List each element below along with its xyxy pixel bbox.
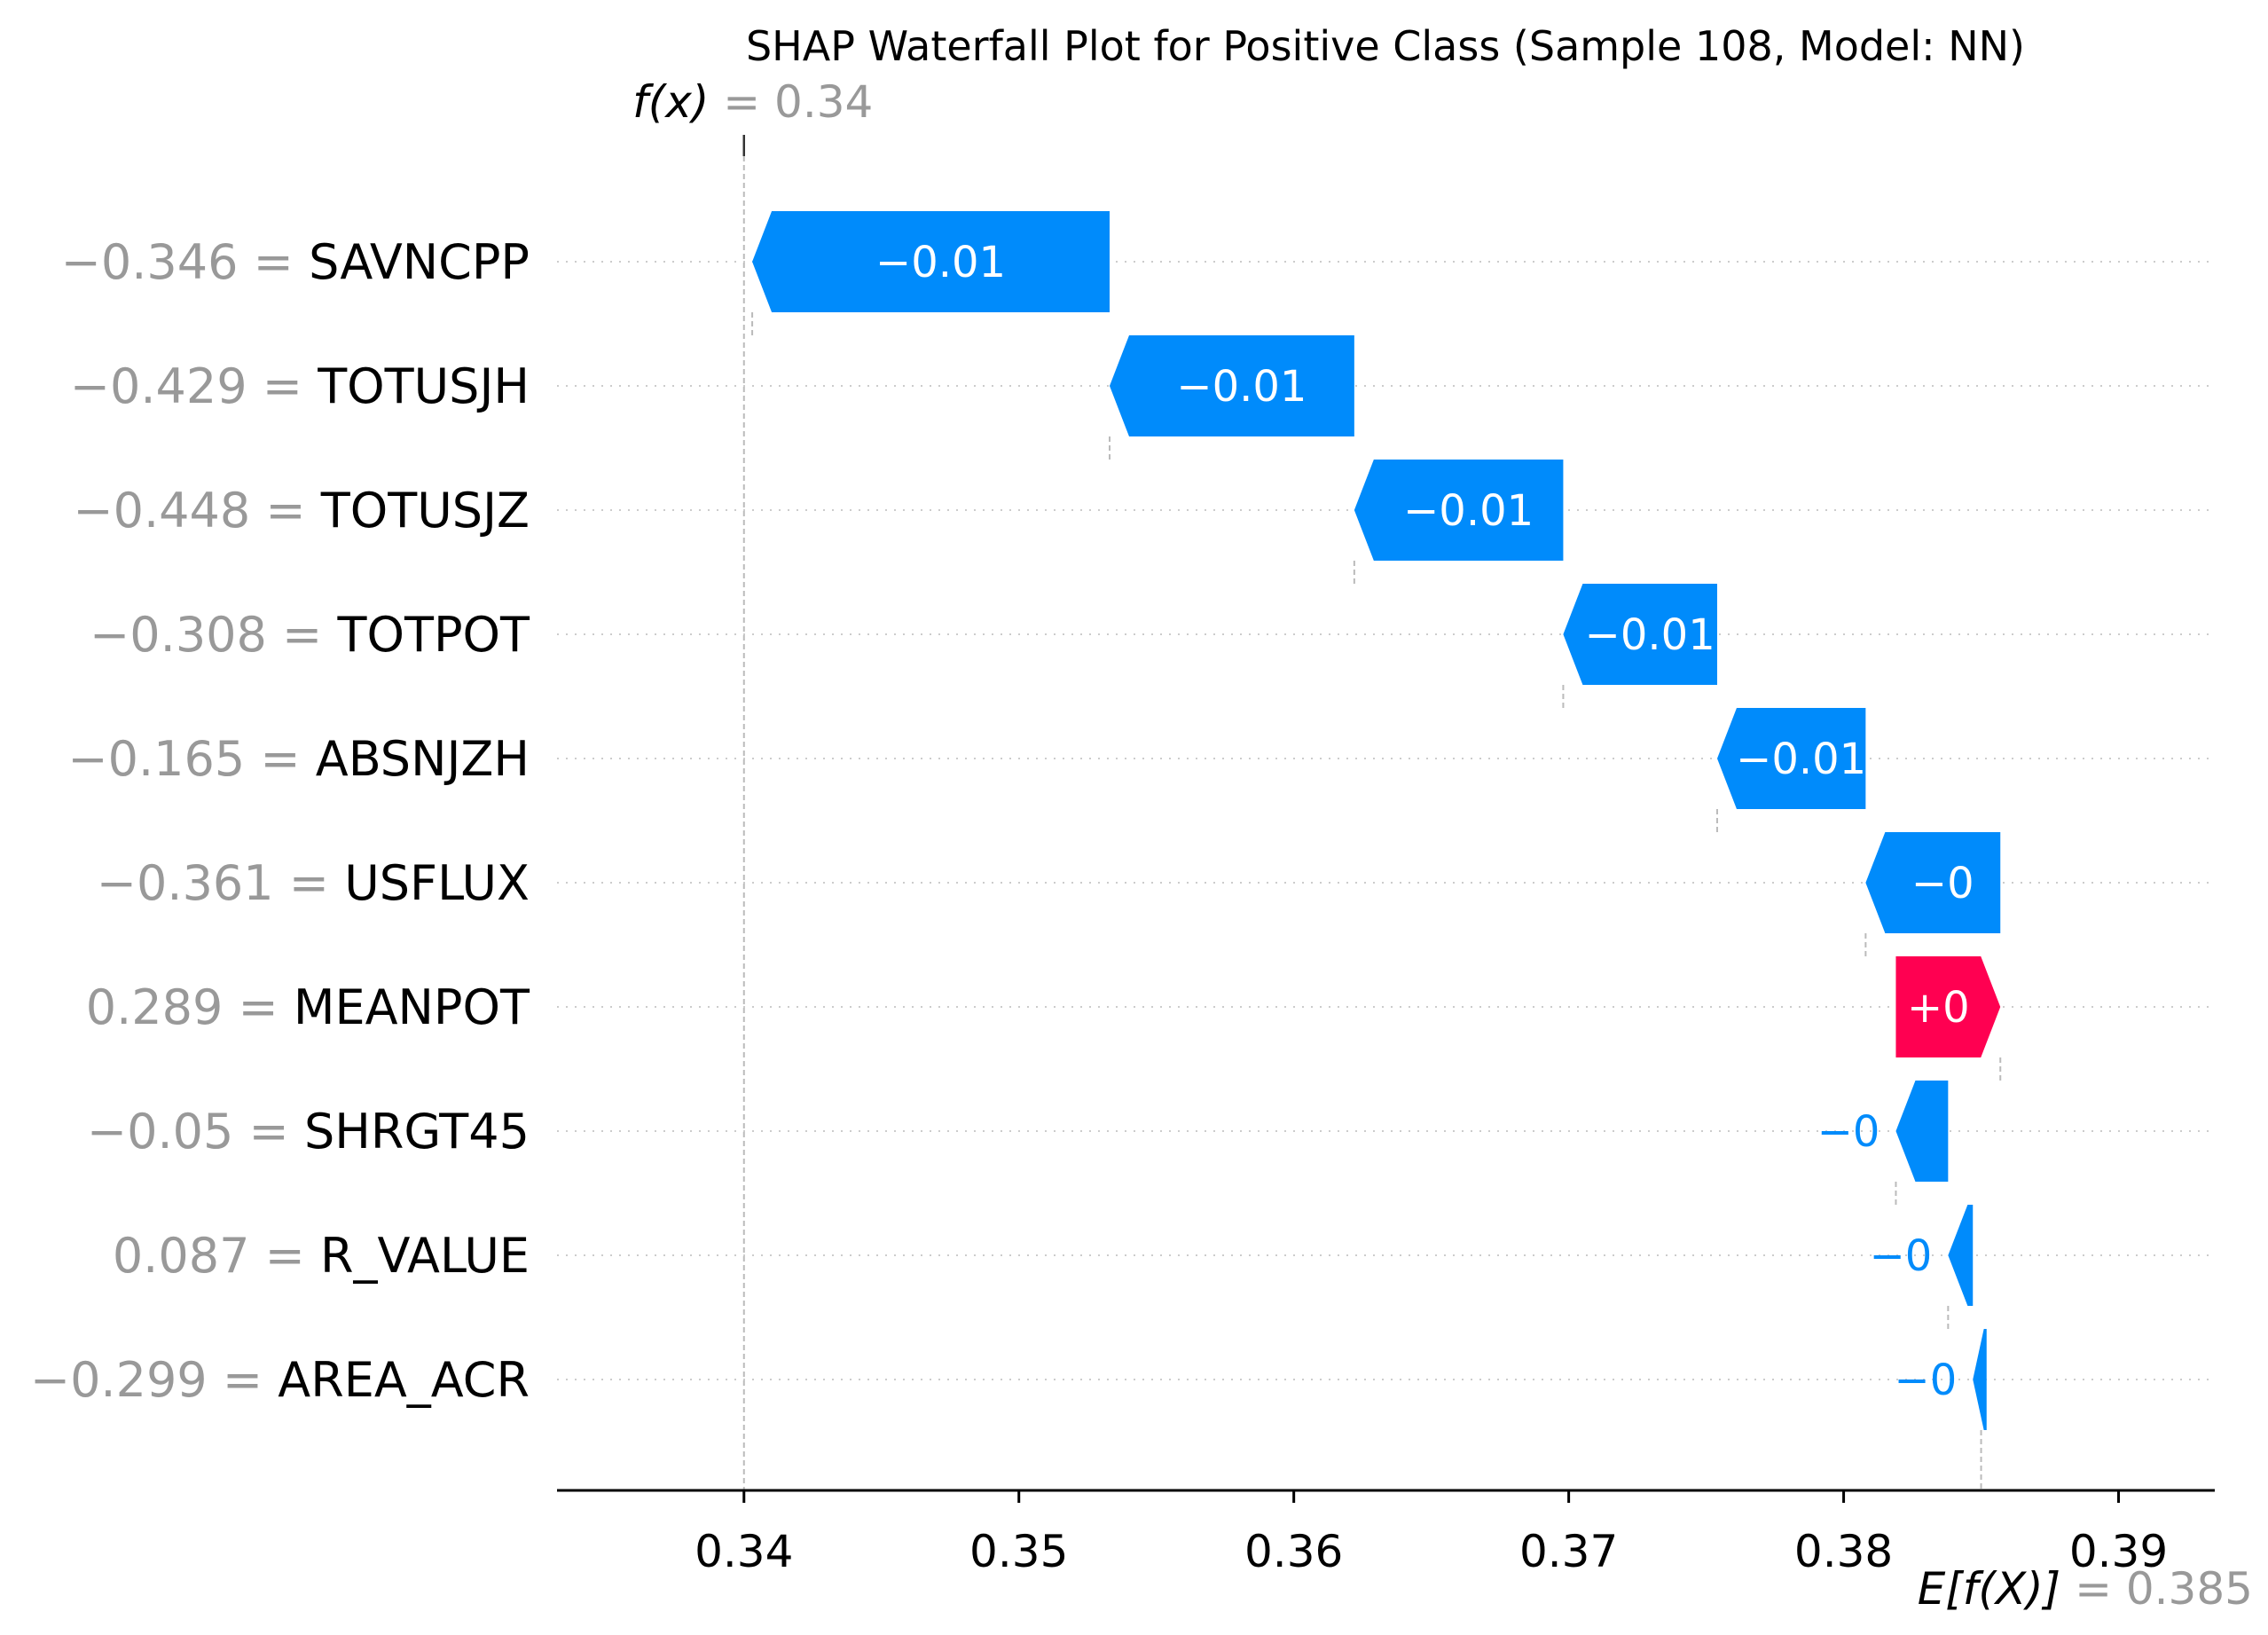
x-tick-label: 0.34 xyxy=(695,1526,793,1577)
bar-value-label: +0 xyxy=(1907,983,1970,1033)
feature-name: ABSNJZH xyxy=(316,731,530,787)
bar-value-label: −0.01 xyxy=(1403,486,1534,536)
feature-name: TOTUSJZ xyxy=(320,483,530,538)
feature-value: −0.361 = xyxy=(97,855,344,911)
waterfall-bar xyxy=(752,211,1110,312)
feature-label: −0.308 = TOTPOT xyxy=(90,607,530,663)
feature-name: SHRGT45 xyxy=(304,1104,530,1159)
feature-name: AREA_ACR xyxy=(278,1352,530,1408)
chart-title: SHAP Waterfall Plot for Positive Class (… xyxy=(746,22,2025,70)
waterfall-bar xyxy=(1895,1081,1949,1182)
x-tick-label: 0.39 xyxy=(2069,1526,2168,1577)
feature-name: TOTPOT xyxy=(336,607,530,663)
waterfall-bar xyxy=(1110,335,1354,436)
feature-value: −0.05 = xyxy=(87,1104,304,1159)
feature-name: MEANPOT xyxy=(294,979,530,1035)
feature-name: TOTUSJH xyxy=(317,358,530,414)
feature-name: R_VALUE xyxy=(320,1228,530,1284)
bar-value-label: −0.01 xyxy=(1176,362,1307,412)
x-tick-label: 0.37 xyxy=(1519,1526,1618,1577)
feature-label: 0.289 = MEANPOT xyxy=(86,979,530,1035)
feature-value: −0.299 = xyxy=(30,1352,278,1408)
feature-value: −0.346 = xyxy=(61,234,309,290)
feature-label: −0.448 = TOTUSJZ xyxy=(73,483,530,538)
feature-value: −0.165 = xyxy=(67,731,315,787)
bar-value-label: −0 xyxy=(1817,1107,1880,1157)
waterfall-bar xyxy=(1865,832,2001,933)
bar-value-label: −0.01 xyxy=(1736,735,1866,784)
x-tick-label: 0.35 xyxy=(969,1526,1068,1577)
x-tick-label: 0.36 xyxy=(1244,1526,1343,1577)
feature-value: 0.289 = xyxy=(86,979,294,1035)
feature-label: −0.361 = USFLUX xyxy=(97,855,530,911)
feature-label: −0.165 = ABSNJZH xyxy=(67,731,530,787)
waterfall-bar xyxy=(1973,1329,1987,1430)
bar-value-label: −0.01 xyxy=(1585,610,1715,660)
x-tick-label: 0.38 xyxy=(1794,1526,1893,1577)
feature-label: −0.05 = SHRGT45 xyxy=(87,1104,530,1159)
feature-value: −0.308 = xyxy=(90,607,337,663)
bar-value-label: −0.01 xyxy=(875,238,1006,287)
feature-value: −0.448 = xyxy=(73,483,320,538)
feature-label: −0.429 = TOTUSJH xyxy=(70,358,530,414)
bar-value-label: −0 xyxy=(1911,859,1974,908)
waterfall-bar xyxy=(1716,708,1866,809)
bar-value-label: −0 xyxy=(1894,1356,1957,1405)
feature-value: 0.087 = xyxy=(113,1228,320,1284)
bar-value-label: −0 xyxy=(1870,1231,1933,1281)
feature-label: −0.346 = SAVNCPP xyxy=(61,234,530,290)
feature-label: 0.087 = R_VALUE xyxy=(113,1228,530,1284)
fx-annotation: f(x) = 0.34 xyxy=(632,76,873,128)
waterfall-bar xyxy=(1948,1205,1974,1306)
waterfall-bar xyxy=(1895,956,2001,1057)
waterfall-bar xyxy=(1563,584,1717,685)
feature-value: −0.429 = xyxy=(70,358,318,414)
waterfall-bar xyxy=(1354,460,1564,561)
feature-label: −0.299 = AREA_ACR xyxy=(30,1352,530,1408)
feature-name: USFLUX xyxy=(344,855,530,911)
efx-annotation: E[f(X)] = 0.385 xyxy=(1918,1563,2253,1615)
feature-name: SAVNCPP xyxy=(309,234,530,290)
